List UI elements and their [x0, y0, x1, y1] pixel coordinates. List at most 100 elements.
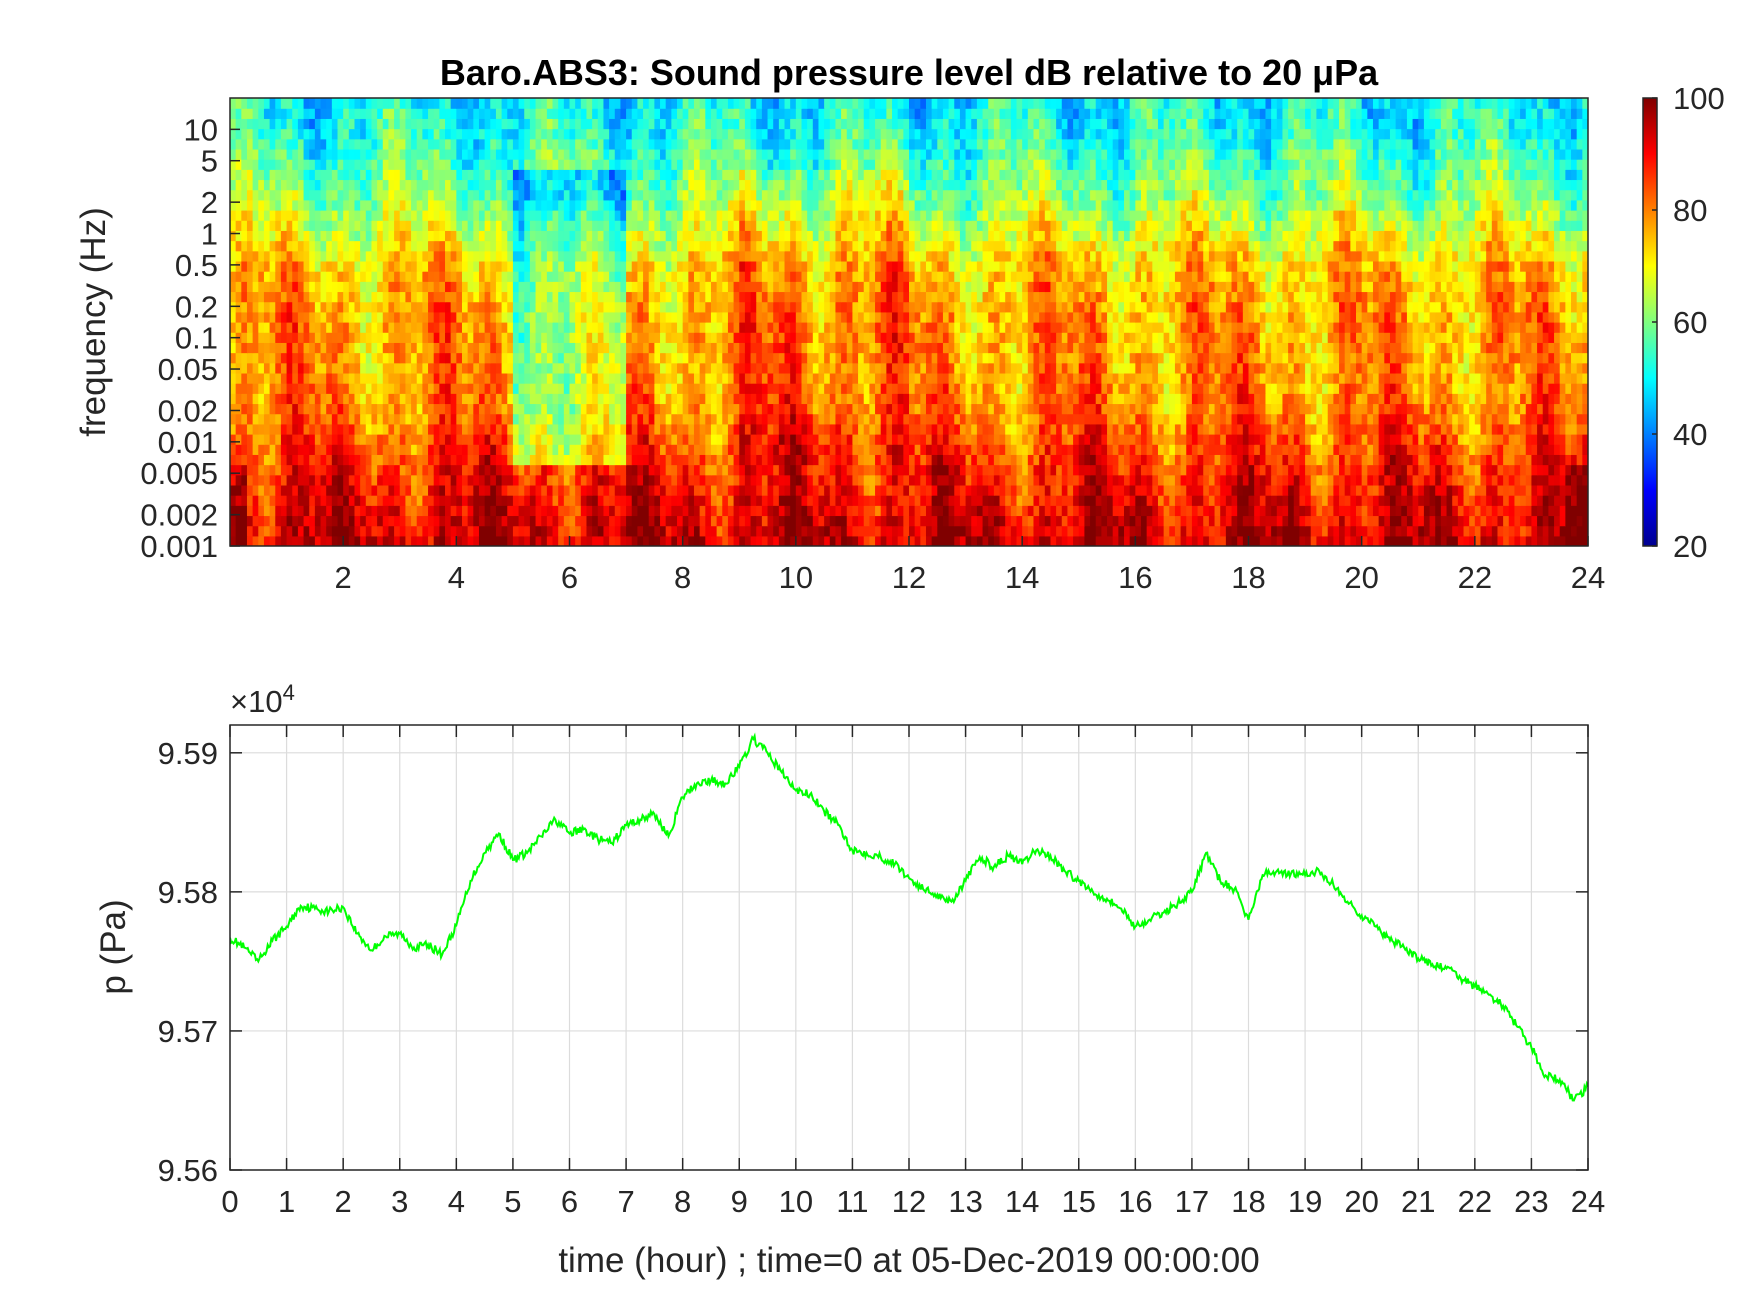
spectrogram-cell	[246, 474, 254, 486]
spectrogram-cell	[394, 505, 401, 517]
spectrogram-cell	[1084, 444, 1091, 455]
spectrogram-cell	[1140, 362, 1148, 374]
spectrogram-cell	[518, 403, 525, 415]
spectrogram-cell	[677, 342, 684, 354]
spectrogram-cell	[1554, 495, 1561, 506]
spectrogram-cell	[954, 393, 961, 405]
spectrogram-cell	[541, 505, 548, 517]
spectrogram-cell	[1033, 515, 1040, 527]
spectrogram-cell	[512, 444, 520, 455]
spectrogram-cell	[767, 342, 774, 354]
spectrogram-cell	[1259, 352, 1267, 364]
spectrogram-cell	[343, 464, 350, 476]
spectrogram-cell	[1265, 535, 1272, 546]
spectrogram-cell	[563, 484, 571, 496]
spectrogram-cell	[563, 332, 571, 343]
spectrogram-cell	[1497, 423, 1504, 435]
spectrogram-cell	[552, 505, 559, 517]
spectrogram-cell	[275, 413, 282, 425]
spectrogram-cell	[1293, 444, 1301, 455]
spectrogram-cell	[1361, 342, 1368, 354]
spectrogram-cell	[993, 423, 1001, 435]
spectrogram-cell	[1525, 434, 1533, 445]
spectrogram-cell	[846, 464, 854, 476]
spectrogram-cell	[603, 342, 610, 354]
spectrogram-cell	[524, 393, 531, 405]
spectrogram-cell	[1044, 454, 1052, 466]
spectrogram-cell	[484, 525, 491, 537]
spectrogram-cell	[1056, 484, 1063, 496]
spectrogram-cell	[1022, 393, 1029, 405]
spectrogram-cell	[1480, 434, 1487, 445]
spectrogram-cell	[280, 383, 288, 394]
spectrogram-cell	[1282, 342, 1289, 354]
spectrogram-cell	[1259, 434, 1267, 445]
spectrogram-cell	[1412, 403, 1419, 415]
spectrogram-cell	[1242, 332, 1250, 343]
spectrogram-cell	[1107, 423, 1114, 435]
spectrogram-cell	[1220, 383, 1227, 394]
spectrogram-cell	[920, 454, 927, 466]
spectrogram-cell	[1203, 352, 1210, 364]
spectrogram-cell	[1469, 454, 1476, 466]
spectrogram-cell	[852, 362, 859, 374]
spectrogram-cell	[1548, 525, 1555, 537]
spectrogram-cell	[835, 403, 842, 415]
spectrogram-cell	[1073, 464, 1080, 476]
spectrogram-cell	[1061, 352, 1069, 364]
spectrogram-cell	[756, 495, 763, 506]
spectrogram-cell	[767, 413, 774, 425]
spectrogram-cell	[869, 454, 876, 466]
spectrogram-cell	[1497, 474, 1504, 486]
spectrogram-cell	[1571, 434, 1578, 445]
spectrogram-cell	[1033, 362, 1040, 374]
spectrogram-cell	[495, 515, 503, 527]
spectrogram-cell	[1214, 515, 1221, 527]
spectrogram-cell	[1169, 505, 1176, 517]
spectrogram-cell	[1090, 525, 1097, 537]
spectrogram-cell	[925, 434, 933, 445]
spectrogram-cell	[1118, 484, 1125, 496]
spectrogram-cell	[411, 474, 418, 486]
spectrogram-cell	[824, 342, 831, 354]
spectrogram-cell	[1531, 434, 1538, 445]
spectrogram-cell	[1571, 372, 1578, 384]
spectrogram-cell	[925, 515, 933, 527]
spectrogram-cell	[744, 505, 752, 517]
spectrogram-cell	[1542, 464, 1549, 476]
spectrogram-cell	[1446, 525, 1453, 537]
spectrogram-cell	[903, 332, 910, 343]
spectrogram-cell	[1090, 474, 1097, 486]
spectrogram-cell	[965, 515, 972, 527]
spectrogram-cell	[1491, 535, 1499, 546]
spectrogram-cell	[1129, 535, 1136, 546]
spectrogram-cell	[1146, 505, 1153, 517]
spectrogram-cell	[858, 484, 865, 496]
spectrogram-cell	[1265, 383, 1272, 394]
spectrogram-cell	[931, 403, 938, 415]
spectrogram-cell	[886, 393, 893, 405]
spectrogram-cell	[445, 383, 452, 394]
spectrogram-cell	[727, 495, 735, 506]
spectrogram-cell	[1039, 352, 1046, 364]
spectrogram-cell	[1542, 495, 1549, 506]
spectrogram-cell	[1203, 515, 1210, 527]
spectrogram-cell	[529, 484, 537, 496]
spectrogram-cell	[909, 434, 916, 445]
spectrogram-cell	[1146, 332, 1153, 343]
spectrogram-cell	[756, 352, 763, 364]
spectrogram-cell	[631, 423, 638, 435]
spectrogram-cell	[241, 352, 248, 364]
spectrogram-cell	[744, 495, 752, 506]
spectrogram-cell	[1339, 423, 1346, 435]
spectrogram-cell	[529, 535, 537, 546]
spectrogram-cell	[988, 413, 995, 425]
spectrogram-cell	[246, 525, 254, 537]
spectrogram-cell	[1163, 474, 1170, 486]
spectrogram-cell	[1520, 474, 1527, 486]
spectrogram-cell	[1486, 535, 1493, 546]
spectrogram-cell	[988, 383, 995, 394]
spectrogram-cell	[818, 495, 825, 506]
spectrogram-cell	[546, 535, 554, 546]
spectrogram-cell	[1554, 362, 1561, 374]
